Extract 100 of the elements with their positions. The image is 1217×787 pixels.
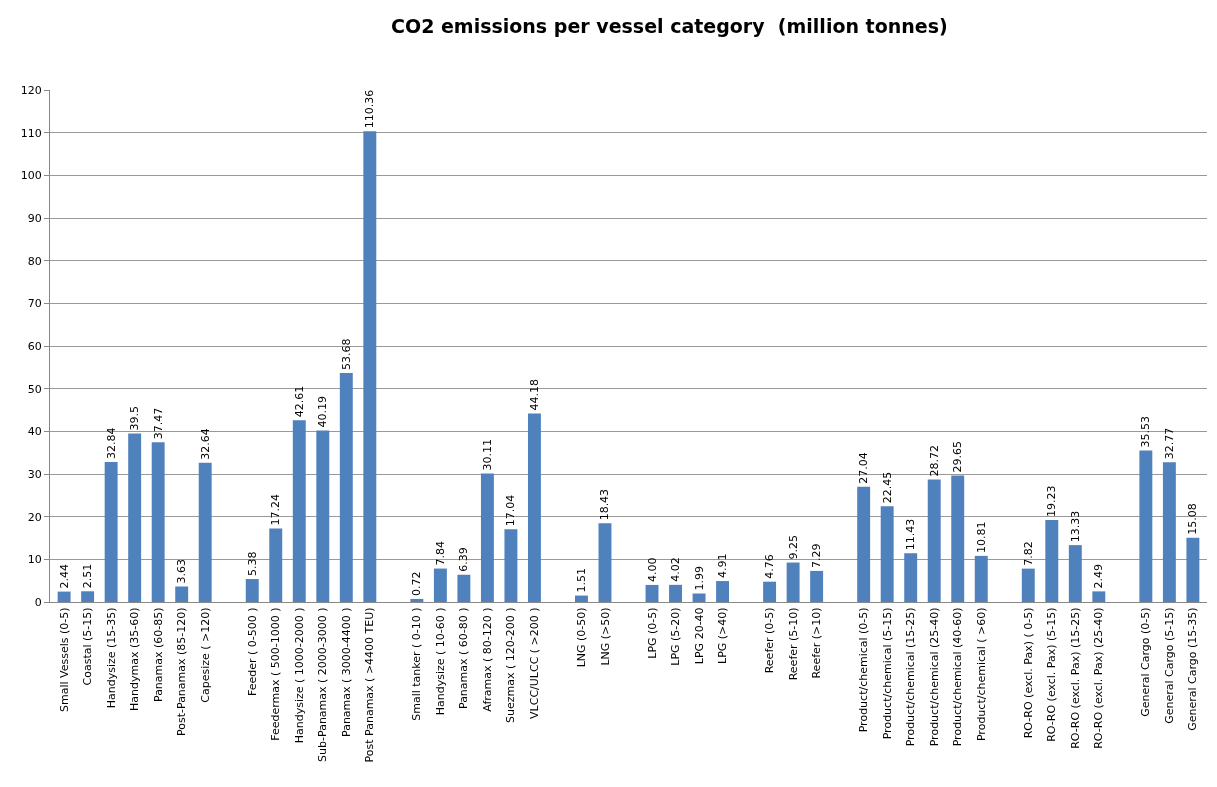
bar xyxy=(1092,591,1106,602)
data-label: 4.76 xyxy=(763,554,777,579)
data-label: 32.77 xyxy=(1162,427,1176,460)
bar xyxy=(198,462,212,602)
data-label: 18.43 xyxy=(598,488,612,521)
x-tick-label: RO-RO (excl. Pax) (25-40) xyxy=(1092,607,1106,749)
bar xyxy=(292,420,306,602)
bar xyxy=(951,475,965,602)
x-tick-label: Reefer (0-5) xyxy=(763,607,777,674)
y-tick-label: 10 xyxy=(27,553,42,567)
x-tick-label: Product/chemical (0-5) xyxy=(857,607,871,733)
x-tick-label: Panamax ( 60-80 ) xyxy=(457,607,471,710)
bar xyxy=(1068,545,1082,602)
data-label: 1.51 xyxy=(574,568,588,593)
bar xyxy=(598,523,612,602)
x-tick-label: LNG (0-50) xyxy=(575,607,589,668)
data-label: 13.33 xyxy=(1068,510,1082,543)
x-tick-label: Post Panamax ( >4400 TEU) xyxy=(363,607,377,763)
x-tick-label: Post-Panamax (85-120) xyxy=(175,607,189,736)
x-tick-label: Product/chemical (5-15) xyxy=(880,607,894,740)
data-label: 7.82 xyxy=(1021,541,1035,566)
bar xyxy=(974,555,988,602)
data-label: 17.24 xyxy=(269,493,283,526)
y-tick-label: 60 xyxy=(27,339,42,353)
y-tick-label: 20 xyxy=(27,510,42,524)
data-label: 30.11 xyxy=(480,439,494,471)
bar xyxy=(269,528,283,602)
bar xyxy=(339,372,353,602)
data-label: 2.49 xyxy=(1092,563,1106,589)
y-tick-label: 50 xyxy=(27,382,42,396)
data-label: 1.99 xyxy=(692,566,706,591)
x-tick-label: Reefer (5-10) xyxy=(786,607,800,681)
data-label: 5.38 xyxy=(245,551,259,577)
x-tick-label: LPG (5-20) xyxy=(669,607,683,666)
x-tick-label: Handymax (35-60) xyxy=(128,607,142,711)
x-tick-label: Reefer (>10) xyxy=(810,607,824,679)
data-label: 53.68 xyxy=(339,338,353,370)
x-tick-label: LPG 20-40 xyxy=(692,607,706,665)
x-tick-label: LPG (0-5) xyxy=(645,607,659,659)
x-tick-label: Suezmax ( 120-200 ) xyxy=(504,607,518,723)
data-label: 15.08 xyxy=(1186,503,1200,535)
x-tick-label: LPG (>40) xyxy=(716,607,730,664)
x-tick-label: Coastal (5-15) xyxy=(81,607,95,686)
data-label: 3.63 xyxy=(175,559,189,584)
bar xyxy=(175,586,189,602)
x-tick-label: RO-RO (excl. Pax) ( 0-5) xyxy=(1021,607,1035,739)
data-label: 40.19 xyxy=(316,396,330,428)
data-label: 0.72 xyxy=(410,571,424,596)
y-tick-label: 110 xyxy=(20,126,42,140)
data-label: 9.25 xyxy=(786,535,800,560)
y-tick-label: 90 xyxy=(27,211,42,225)
x-tick-label: Handysize (15-35) xyxy=(104,607,118,709)
data-label: 35.53 xyxy=(1139,415,1153,448)
data-label: 6.39 xyxy=(457,547,471,572)
x-tick-label: Small Vessels (0-5) xyxy=(57,607,71,712)
x-tick-label: Capesize ( >120) xyxy=(198,607,212,703)
bar xyxy=(716,581,730,602)
bar xyxy=(786,562,800,602)
x-tick-label: Product/chemical ( >60) xyxy=(974,607,988,742)
x-tick-label: General Cargo (5-15) xyxy=(1162,607,1176,724)
bar xyxy=(927,479,941,602)
x-tick-label: Product/chemical (25-40) xyxy=(927,607,941,747)
data-label: 10.81 xyxy=(974,521,988,553)
data-label: 42.61 xyxy=(292,385,306,418)
bar xyxy=(692,593,706,602)
data-label: 28.72 xyxy=(927,444,941,477)
bar xyxy=(104,461,118,602)
x-tick-label: Feeder ( 0-500 ) xyxy=(245,607,259,696)
data-label: 11.43 xyxy=(904,518,918,551)
x-tick-label: Sub-Panamax ( 2000-3000 ) xyxy=(316,607,330,762)
y-tick-label: 30 xyxy=(27,467,42,481)
x-tick-label: General Cargo (15-35) xyxy=(1186,607,1200,731)
data-label: 27.04 xyxy=(857,452,871,484)
bar xyxy=(316,430,330,602)
x-tick-label: RO-RO (excl. Pax) (5-15) xyxy=(1045,607,1059,742)
bar xyxy=(480,473,494,602)
data-label: 32.84 xyxy=(104,427,118,459)
bar xyxy=(1162,462,1176,602)
bar xyxy=(457,574,471,602)
x-tick-label: Small tanker ( 0-10 ) xyxy=(410,607,424,721)
data-label: 32.64 xyxy=(198,428,212,460)
x-tick-label: Aframax ( 80-120 ) xyxy=(480,607,494,712)
x-tick-label: RO-RO (excl. Pax) (15-25) xyxy=(1068,607,1082,749)
bar xyxy=(527,413,541,602)
x-tick-label: Panamax ( 3000-4400 ) xyxy=(339,607,353,737)
data-label: 29.65 xyxy=(951,440,965,473)
bar xyxy=(904,553,918,602)
data-label: 2.44 xyxy=(57,564,71,589)
chart-title: CO2 emissions per vessel category (million tonnes) xyxy=(391,14,948,37)
data-label: 4.02 xyxy=(669,557,683,582)
bar xyxy=(880,506,894,602)
bar xyxy=(1021,568,1035,602)
bar xyxy=(245,579,259,602)
y-tick-label: 120 xyxy=(20,83,42,97)
data-label: 7.29 xyxy=(810,543,824,568)
x-tick-label: Handysize ( 10-60 ) xyxy=(433,607,447,716)
x-tick-label: Feedermax ( 500-1000 ) xyxy=(269,607,283,741)
x-tick-label: Panamax (60-85) xyxy=(151,607,165,703)
y-tick-label: 100 xyxy=(20,169,42,183)
data-label: 22.45 xyxy=(880,471,894,504)
